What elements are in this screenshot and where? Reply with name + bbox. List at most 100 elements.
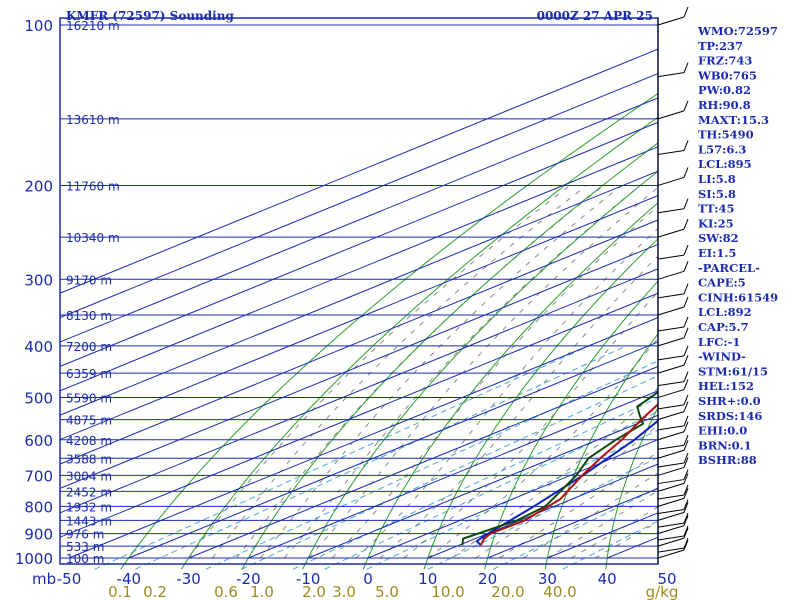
sounding-index: MAXT:15.3 — [698, 113, 769, 127]
wind-barb-flag — [683, 379, 689, 390]
sounding-index: BSHR:88 — [698, 453, 757, 467]
wind-barb-staff — [657, 228, 685, 238]
sounding-index: RH:90.8 — [698, 98, 751, 112]
wind-barb-staff — [657, 444, 685, 450]
sounding-index: LCL:895 — [698, 157, 752, 171]
pressure-label: 800 — [24, 498, 53, 516]
temperature-label: 30 — [538, 570, 557, 588]
height-label: 8130 m — [66, 309, 112, 323]
wind-barb-staff — [657, 497, 685, 507]
wind-barb-flag — [683, 327, 689, 339]
mixing-ratio-label: 0.1 — [108, 583, 132, 600]
wind-barb-flag — [683, 537, 689, 549]
height-label: 16210 m — [66, 19, 120, 33]
sounding-index: WMO:72597 — [697, 24, 778, 38]
wind-barb-staff — [657, 522, 685, 528]
wind-barb-staff — [657, 337, 685, 347]
isotherm-line — [248, 390, 658, 559]
mixing-ratio-label: 3.0 — [332, 583, 356, 600]
temperature-label: -10 — [296, 570, 321, 588]
height-label: 7200 m — [66, 340, 112, 354]
temperature-label: 50 — [657, 570, 676, 588]
isotherm-line — [367, 439, 658, 559]
sounding-index: LCL:892 — [698, 305, 752, 319]
mixing-ratio-line — [292, 397, 658, 570]
wind-barb-staff — [657, 411, 685, 421]
sounding-index: LFC:-1 — [698, 335, 740, 349]
pressure-label: 600 — [24, 432, 53, 450]
sounding-index: SW:82 — [698, 231, 739, 245]
moist-adiabat-line — [547, 490, 658, 559]
height-label: 1932 m — [66, 500, 112, 514]
isotherm-line — [60, 292, 658, 538]
wind-barb-flag — [683, 440, 689, 451]
pressure-label: 400 — [24, 338, 53, 356]
wind-barb-staff — [657, 150, 685, 156]
wind-barb-flag — [683, 488, 689, 499]
wind-barb-staff — [657, 431, 685, 441]
sounding-index: LI:5.8 — [698, 172, 736, 186]
height-label: 976 m — [66, 528, 104, 542]
wind-barb-staff — [657, 306, 685, 316]
wind-barb-flag — [683, 167, 689, 178]
moist-adiabat-line — [307, 186, 658, 559]
sounding-index: CAPE:5 — [698, 276, 746, 290]
wind-barb-staff — [657, 293, 685, 299]
wind-barb-staff — [657, 254, 685, 260]
wind-barb-staff — [657, 326, 685, 332]
moist-adiabat-line — [379, 255, 658, 559]
sounding-time: 0000Z 27 APR 25 — [537, 9, 653, 23]
moist-adiabat-line — [283, 185, 641, 559]
dry-adiabat-line — [423, 238, 658, 570]
sounding-index: KI:25 — [698, 216, 734, 230]
sounding-index: TP:237 — [698, 39, 743, 53]
mixing-ratio-line — [241, 375, 658, 570]
height-labels: 16210 m 13610 m 11760 m 10340 m 9170 m 8130 m… — [66, 19, 120, 566]
temperature-label: -50 — [57, 570, 82, 588]
height-label: 2452 m — [66, 485, 112, 499]
wind-barb-staff — [657, 482, 685, 492]
wind-barb-staff — [657, 547, 685, 553]
wind-barb-flag — [683, 345, 689, 357]
wind-barb-staff — [657, 381, 685, 387]
pressure-label: 100 — [24, 17, 53, 35]
mixing-ratio-label: 0.2 — [143, 583, 167, 600]
sounding-index: TH:5490 — [698, 128, 754, 142]
mixing-ratio-line — [324, 411, 658, 570]
wind-barb-staff — [657, 270, 685, 280]
height-label: 6359 m — [66, 367, 112, 381]
wind-barb-flag — [683, 527, 689, 539]
wind-barb-flag — [683, 499, 689, 510]
wind-barb-staff — [657, 425, 685, 431]
mixing-ratio-label: 20.0 — [491, 583, 524, 600]
pressure-label: 1000 — [15, 550, 53, 568]
sounding-index: EHI:0.0 — [698, 424, 747, 438]
height-label: 10340 m — [66, 231, 120, 245]
wind-barb-flag — [683, 198, 689, 209]
temperature-label: 40 — [598, 570, 617, 588]
sounding-index: TT:45 — [698, 202, 735, 216]
wind-barb-flag — [683, 100, 689, 112]
wind-barb-staff — [657, 494, 685, 500]
pressure-label: 500 — [24, 390, 53, 408]
moist-adiabat-line — [403, 291, 658, 559]
wind-barb-flag — [683, 6, 689, 18]
sounding-index: -PARCEL- — [698, 261, 760, 275]
wind-barb-staff — [657, 110, 685, 120]
height-label: 13610 m — [66, 113, 120, 127]
wind-barb-flag — [683, 296, 689, 308]
temperature-label: -40 — [117, 570, 142, 588]
wind-barb-flag — [683, 218, 689, 230]
wind-barb-flag — [683, 401, 689, 412]
pressure-label: 700 — [24, 467, 53, 485]
wind-barb-flag — [683, 512, 689, 524]
wind-barb-staff — [657, 535, 685, 541]
pressure-label: 900 — [24, 526, 53, 544]
wind-barb-flag — [683, 62, 689, 73]
sounding-index: L57:6.3 — [698, 142, 746, 156]
dewpoint-trace — [461, 390, 658, 546]
station-title: KMFR (72597) Sounding — [66, 9, 234, 23]
parcel-trace — [475, 419, 658, 546]
